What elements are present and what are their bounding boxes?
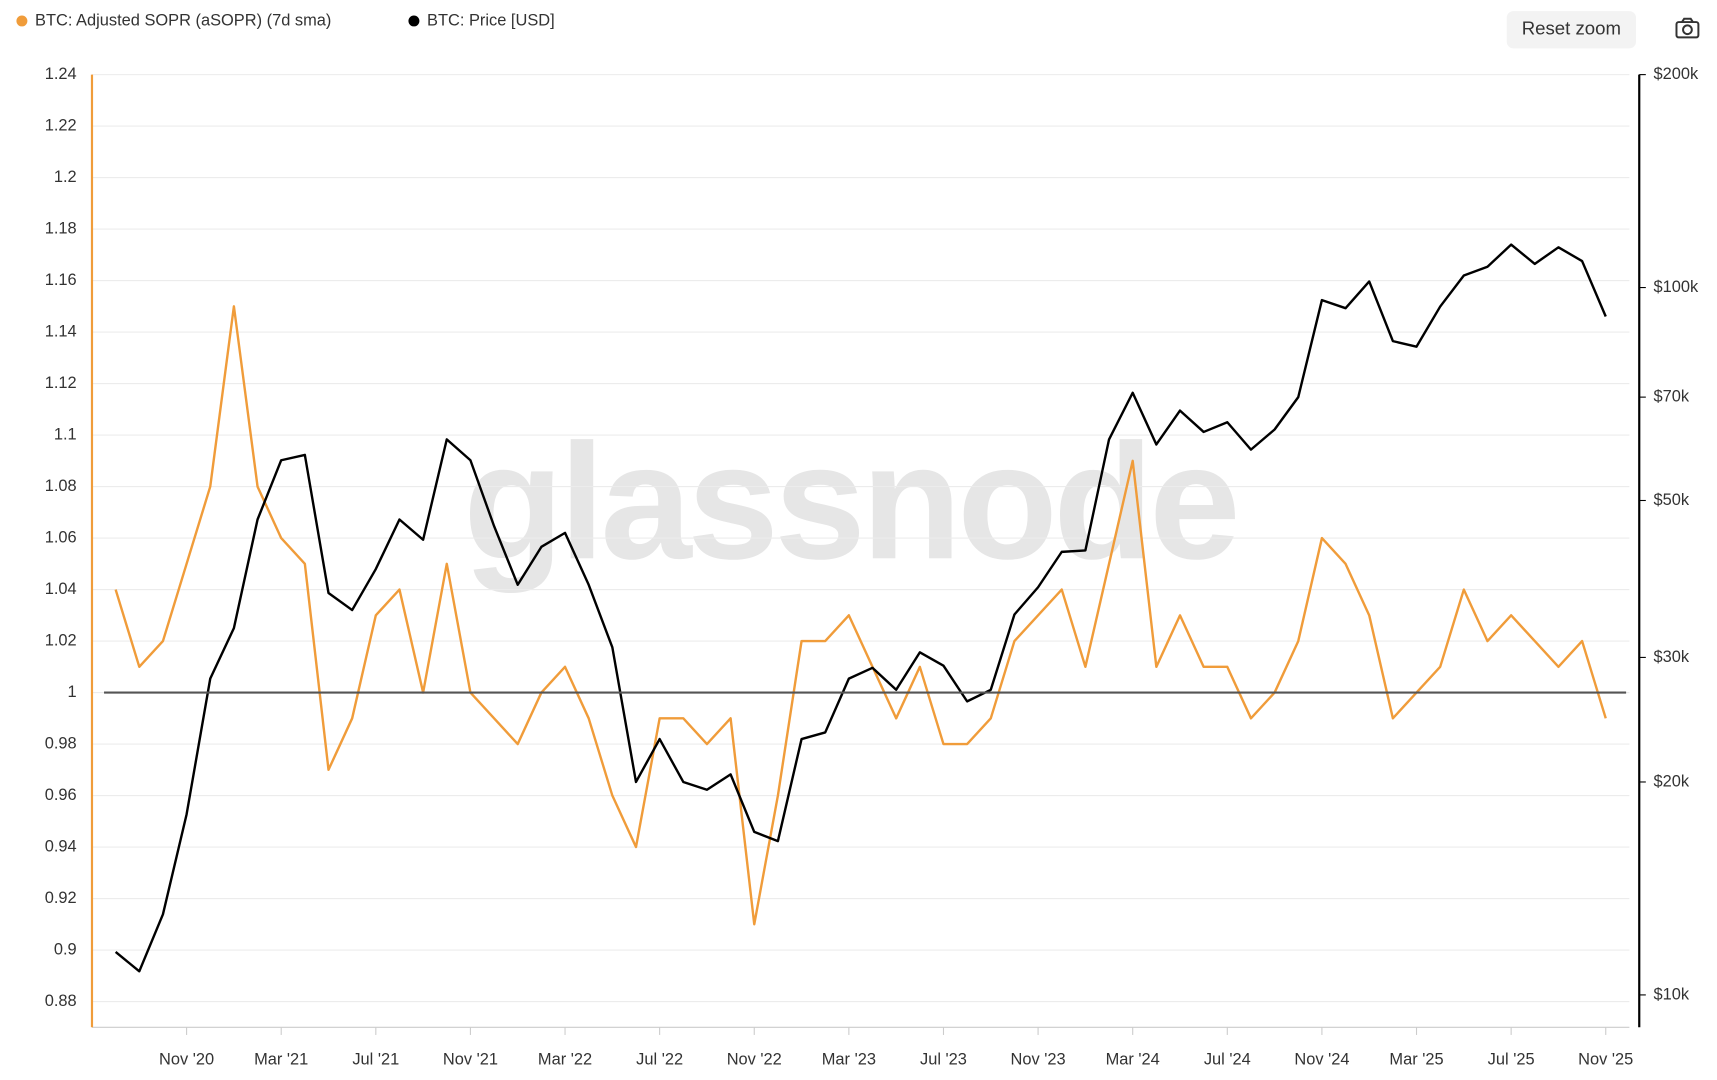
y2-tick-label: $30k <box>1653 648 1689 666</box>
y-tick-label: 0.94 <box>45 837 77 855</box>
y-tick-label: 1.08 <box>45 477 77 495</box>
x-tick-label: Mar '25 <box>1389 1050 1443 1068</box>
x-tick-label: Nov '20 <box>159 1050 214 1068</box>
series-line <box>114 243 1607 973</box>
watermark: glassnode <box>463 409 1236 593</box>
plot-area: 0.88 0.9 0.92 0.94 0.96 0.98 1 1.02 1.04 1.06 1.08… <box>45 65 1699 1069</box>
y2-tick-label: $50k <box>1653 491 1689 509</box>
y-tick-label: 1.16 <box>45 271 77 289</box>
y-tick-label: 1.02 <box>45 631 77 649</box>
x-tick-label: Jul '23 <box>920 1050 967 1068</box>
y-tick-label: 1.06 <box>45 528 77 546</box>
camera-top[interactable] <box>1681 17 1694 23</box>
x-tick-label: Jul '22 <box>636 1050 683 1068</box>
x-tick-label: Jul '24 <box>1204 1050 1251 1068</box>
y-tick-label: 0.88 <box>45 992 77 1010</box>
y2-tick-label: $100k <box>1653 278 1698 296</box>
x-tick-label: Nov '24 <box>1294 1050 1349 1068</box>
x-tick-label: Mar '22 <box>538 1050 592 1068</box>
x-tick-label: Jul '25 <box>1488 1050 1535 1068</box>
x-tick-label: Nov '21 <box>443 1050 498 1068</box>
y-tick-label: 1.24 <box>45 65 77 83</box>
camera-body[interactable] <box>1675 21 1700 39</box>
series-line <box>114 305 1607 926</box>
y-tick-label: 1.18 <box>45 219 77 237</box>
y2-tick-label: $70k <box>1653 387 1689 405</box>
y-tick-label: 0.92 <box>45 889 77 907</box>
camera-icon[interactable] <box>1675 17 1700 39</box>
legend-label: BTC: Price [USD] <box>427 11 555 29</box>
x-tick-label: Nov '22 <box>727 1050 782 1068</box>
y2-tick-label: $200k <box>1653 65 1698 83</box>
x-tick-label: Nov '25 <box>1578 1050 1633 1068</box>
y-tick-label: 1.2 <box>54 168 77 186</box>
legend-label: BTC: Adjusted SOPR (aSOPR) (7d sma) <box>35 11 331 29</box>
x-tick-label: Nov '23 <box>1011 1050 1066 1068</box>
x-tick-label: Jul '21 <box>352 1050 399 1068</box>
y-tick-label: 1.1 <box>54 425 77 443</box>
y2-tick-label: $20k <box>1653 772 1689 790</box>
legend-marker <box>408 15 420 27</box>
x-tick-label: Mar '24 <box>1106 1050 1160 1068</box>
y-tick-label: 1.04 <box>45 580 77 598</box>
x-tick-label: Mar '21 <box>254 1050 308 1068</box>
y-tick-label: 0.9 <box>54 940 77 958</box>
button-label[interactable]: Reset zoom <box>1522 18 1621 39</box>
legend-marker <box>16 15 28 27</box>
legend: BTC: Adjusted SOPR (aSOPR) (7d sma) BTC:… <box>16 11 555 29</box>
y-tick-label: 0.98 <box>45 734 77 752</box>
button-background[interactable] <box>1506 11 1636 49</box>
x-tick-label: Mar '23 <box>822 1050 876 1068</box>
camera-lens[interactable] <box>1682 24 1693 36</box>
y2-tick-label: $10k <box>1653 985 1689 1003</box>
y-tick-label: 1.12 <box>45 374 77 392</box>
y-tick-label: 0.96 <box>45 786 77 804</box>
y-tick-label: 1.14 <box>45 322 77 340</box>
reset-zoom-button[interactable]: Reset zoom <box>1506 11 1636 49</box>
y-tick-label: 1.22 <box>45 116 77 134</box>
y-tick-label: 1 <box>68 683 77 701</box>
